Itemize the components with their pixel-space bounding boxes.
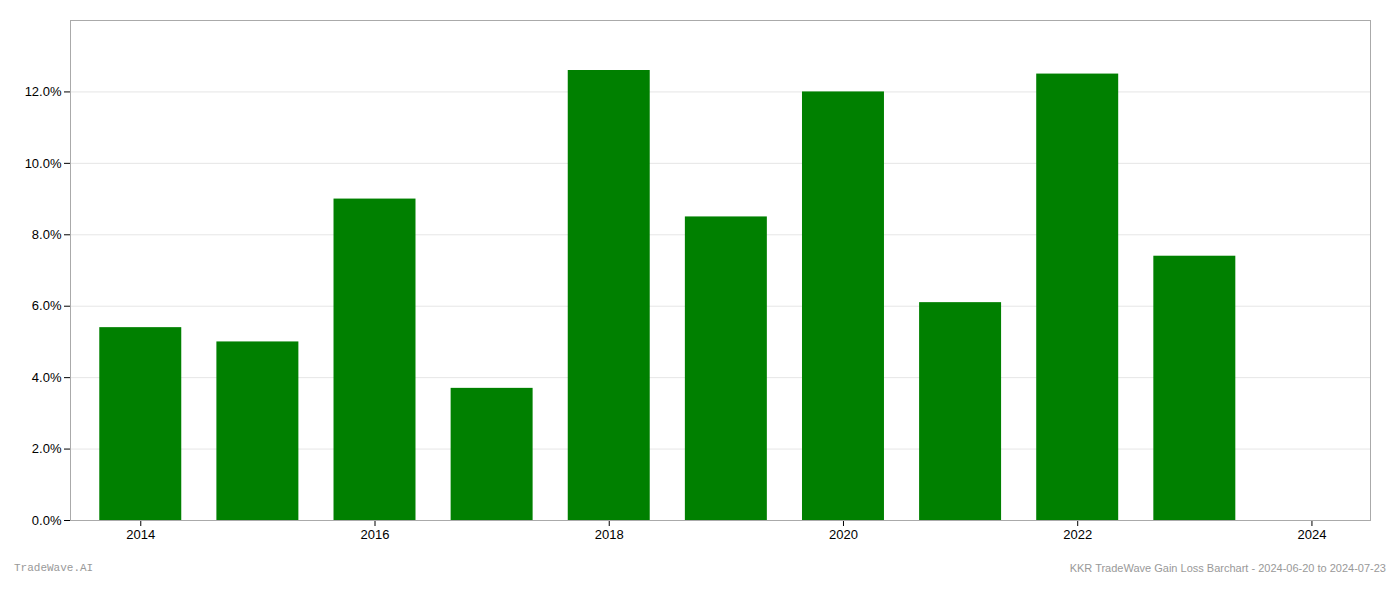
svg-text:4.0%: 4.0% bbox=[32, 370, 62, 385]
svg-text:2022: 2022 bbox=[1063, 527, 1092, 542]
svg-text:2024: 2024 bbox=[1297, 527, 1326, 542]
svg-text:0.0%: 0.0% bbox=[32, 513, 62, 528]
html-text:KKR TradeWave Gain Loss Barcha: KKR TradeWave Gain Loss Barchart - 2024-… bbox=[1069, 562, 1386, 574]
svg-text:2018: 2018 bbox=[595, 527, 624, 542]
svg-text:8.0%: 8.0% bbox=[32, 227, 62, 242]
svg-text:2.0%: 2.0% bbox=[32, 441, 62, 456]
svg-text:2016: 2016 bbox=[361, 527, 390, 542]
svg-text:6.0%: 6.0% bbox=[32, 298, 62, 313]
svg-text:10.0%: 10.0% bbox=[25, 156, 62, 171]
svg-text:12.0%: 12.0% bbox=[25, 84, 62, 99]
svg-text:2014: 2014 bbox=[126, 527, 155, 542]
svg-text:2020: 2020 bbox=[829, 527, 858, 542]
html-text:TradeWave.AI: TradeWave.AI bbox=[14, 562, 94, 574]
